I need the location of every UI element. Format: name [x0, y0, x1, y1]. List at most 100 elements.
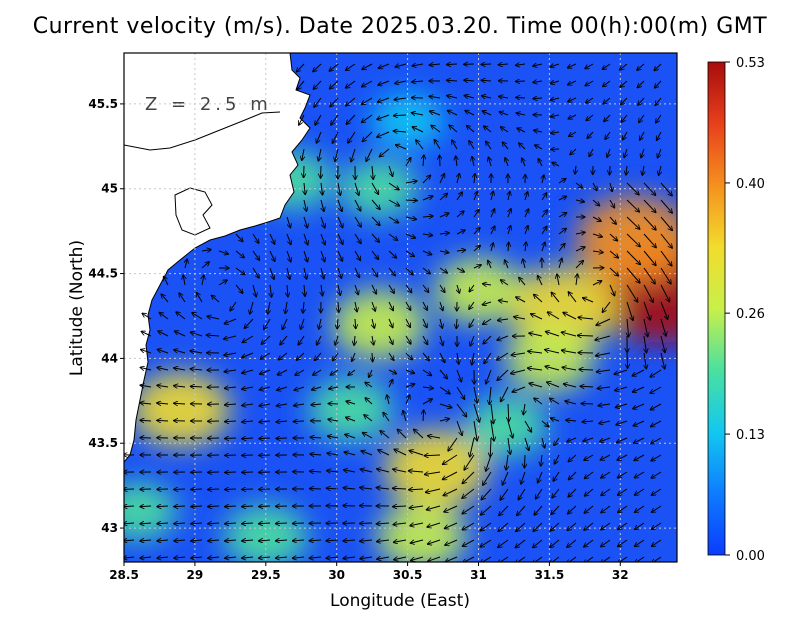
velocity-arrow [429, 64, 441, 65]
velocity-arrow [469, 140, 475, 150]
velocity-arrow [464, 95, 475, 98]
velocity-arrow [551, 149, 560, 150]
velocity-arrow [592, 234, 602, 237]
velocity-arrow [456, 250, 466, 251]
velocity-arrow [393, 506, 407, 507]
velocity-arrow [480, 505, 492, 515]
velocity-arrow [241, 506, 254, 507]
velocity-arrow [533, 98, 543, 99]
velocity-arrow [440, 318, 442, 328]
velocity-arrow [140, 420, 152, 421]
velocity-arrow [252, 233, 259, 243]
velocity-arrow [360, 557, 373, 559]
velocity-arrow [157, 367, 169, 370]
velocity-arrow [235, 250, 244, 258]
velocity-arrow [483, 126, 492, 133]
velocity-arrow [405, 370, 415, 373]
velocity-arrow [456, 211, 464, 218]
velocity-arrow [354, 182, 359, 196]
velocity-arrow [405, 352, 413, 360]
velocity-arrow [124, 506, 135, 507]
velocity-arrow [174, 557, 186, 558]
velocity-arrow [372, 318, 374, 328]
speed-hotspot [308, 377, 393, 441]
velocity-arrow [516, 113, 526, 115]
x-tick-label: 28.5 [109, 568, 139, 582]
velocity-arrow [596, 318, 611, 325]
velocity-arrow [497, 319, 509, 321]
velocity-arrow [338, 284, 340, 295]
velocity-arrow [643, 216, 656, 230]
velocity-arrow [157, 385, 169, 387]
velocity-arrow [462, 488, 475, 498]
velocity-arrow [326, 540, 339, 541]
velocity-arrow [481, 488, 492, 500]
lake-outline [174, 187, 213, 236]
velocity-arrow [378, 450, 390, 456]
velocity-arrow [585, 63, 594, 69]
velocity-arrow [561, 350, 577, 353]
velocity-arrow [360, 540, 373, 541]
velocity-arrow [559, 258, 562, 269]
x-tick-label: 29 [187, 568, 204, 582]
velocity-arrow [260, 352, 271, 359]
velocity-arrow [553, 471, 560, 481]
velocity-arrow [444, 522, 458, 529]
velocity-arrow [592, 216, 601, 221]
velocity-arrow [241, 540, 254, 541]
velocity-arrow [445, 539, 458, 545]
velocity-arrow [140, 540, 152, 541]
velocity-arrow [575, 182, 583, 188]
velocity-arrow [261, 335, 271, 344]
velocity-arrow [473, 420, 477, 441]
velocity-arrow [321, 199, 324, 212]
velocity-arrow [497, 352, 509, 360]
velocity-arrow [491, 403, 493, 424]
velocity-arrow [405, 284, 412, 293]
velocity-arrow [489, 386, 491, 405]
velocity-arrow [650, 386, 662, 393]
velocity-arrow [567, 539, 577, 547]
velocity-arrow [259, 404, 271, 406]
velocity-arrow [303, 250, 308, 262]
velocity-arrow [525, 242, 526, 252]
velocity-arrow [326, 557, 339, 558]
y-tick-label: 43 [101, 521, 118, 535]
velocity-arrow [497, 556, 509, 562]
velocity-arrow [338, 301, 339, 312]
velocity-arrow [660, 335, 665, 353]
velocity-arrow [241, 557, 254, 558]
velocity-arrow [395, 64, 407, 67]
velocity-arrow [584, 522, 594, 530]
velocity-arrow [557, 274, 559, 286]
velocity-arrow [360, 487, 373, 489]
velocity-arrow [517, 128, 526, 133]
velocity-arrow [224, 370, 237, 372]
velocity-arrow [337, 250, 343, 261]
velocity-arrow [429, 111, 441, 116]
velocity-arrow [534, 505, 543, 515]
velocity-arrow [345, 63, 356, 71]
velocity-arrow [515, 539, 526, 548]
velocity-arrow [551, 505, 560, 515]
velocity-arrow [331, 114, 339, 125]
velocity-arrow [620, 97, 628, 105]
velocity-arrow [269, 250, 275, 262]
velocity-arrow [550, 115, 560, 117]
velocity-arrow [602, 63, 611, 69]
velocity-arrow [191, 489, 203, 490]
velocity-arrow [422, 352, 429, 361]
velocity-arrow [456, 192, 462, 201]
velocity-arrow [345, 417, 356, 422]
velocity-arrow [558, 196, 567, 200]
velocity-arrow [532, 556, 543, 562]
velocity-arrow [480, 522, 492, 531]
velocity-arrow [225, 557, 237, 558]
colorbar-tick-label: 0.26 [736, 307, 765, 322]
velocity-arrow [286, 250, 291, 262]
velocity-arrow [361, 114, 373, 123]
velocity-arrow [643, 318, 648, 337]
velocity-arrow [320, 216, 325, 228]
velocity-arrow [388, 370, 397, 374]
velocity-arrow [651, 539, 662, 547]
